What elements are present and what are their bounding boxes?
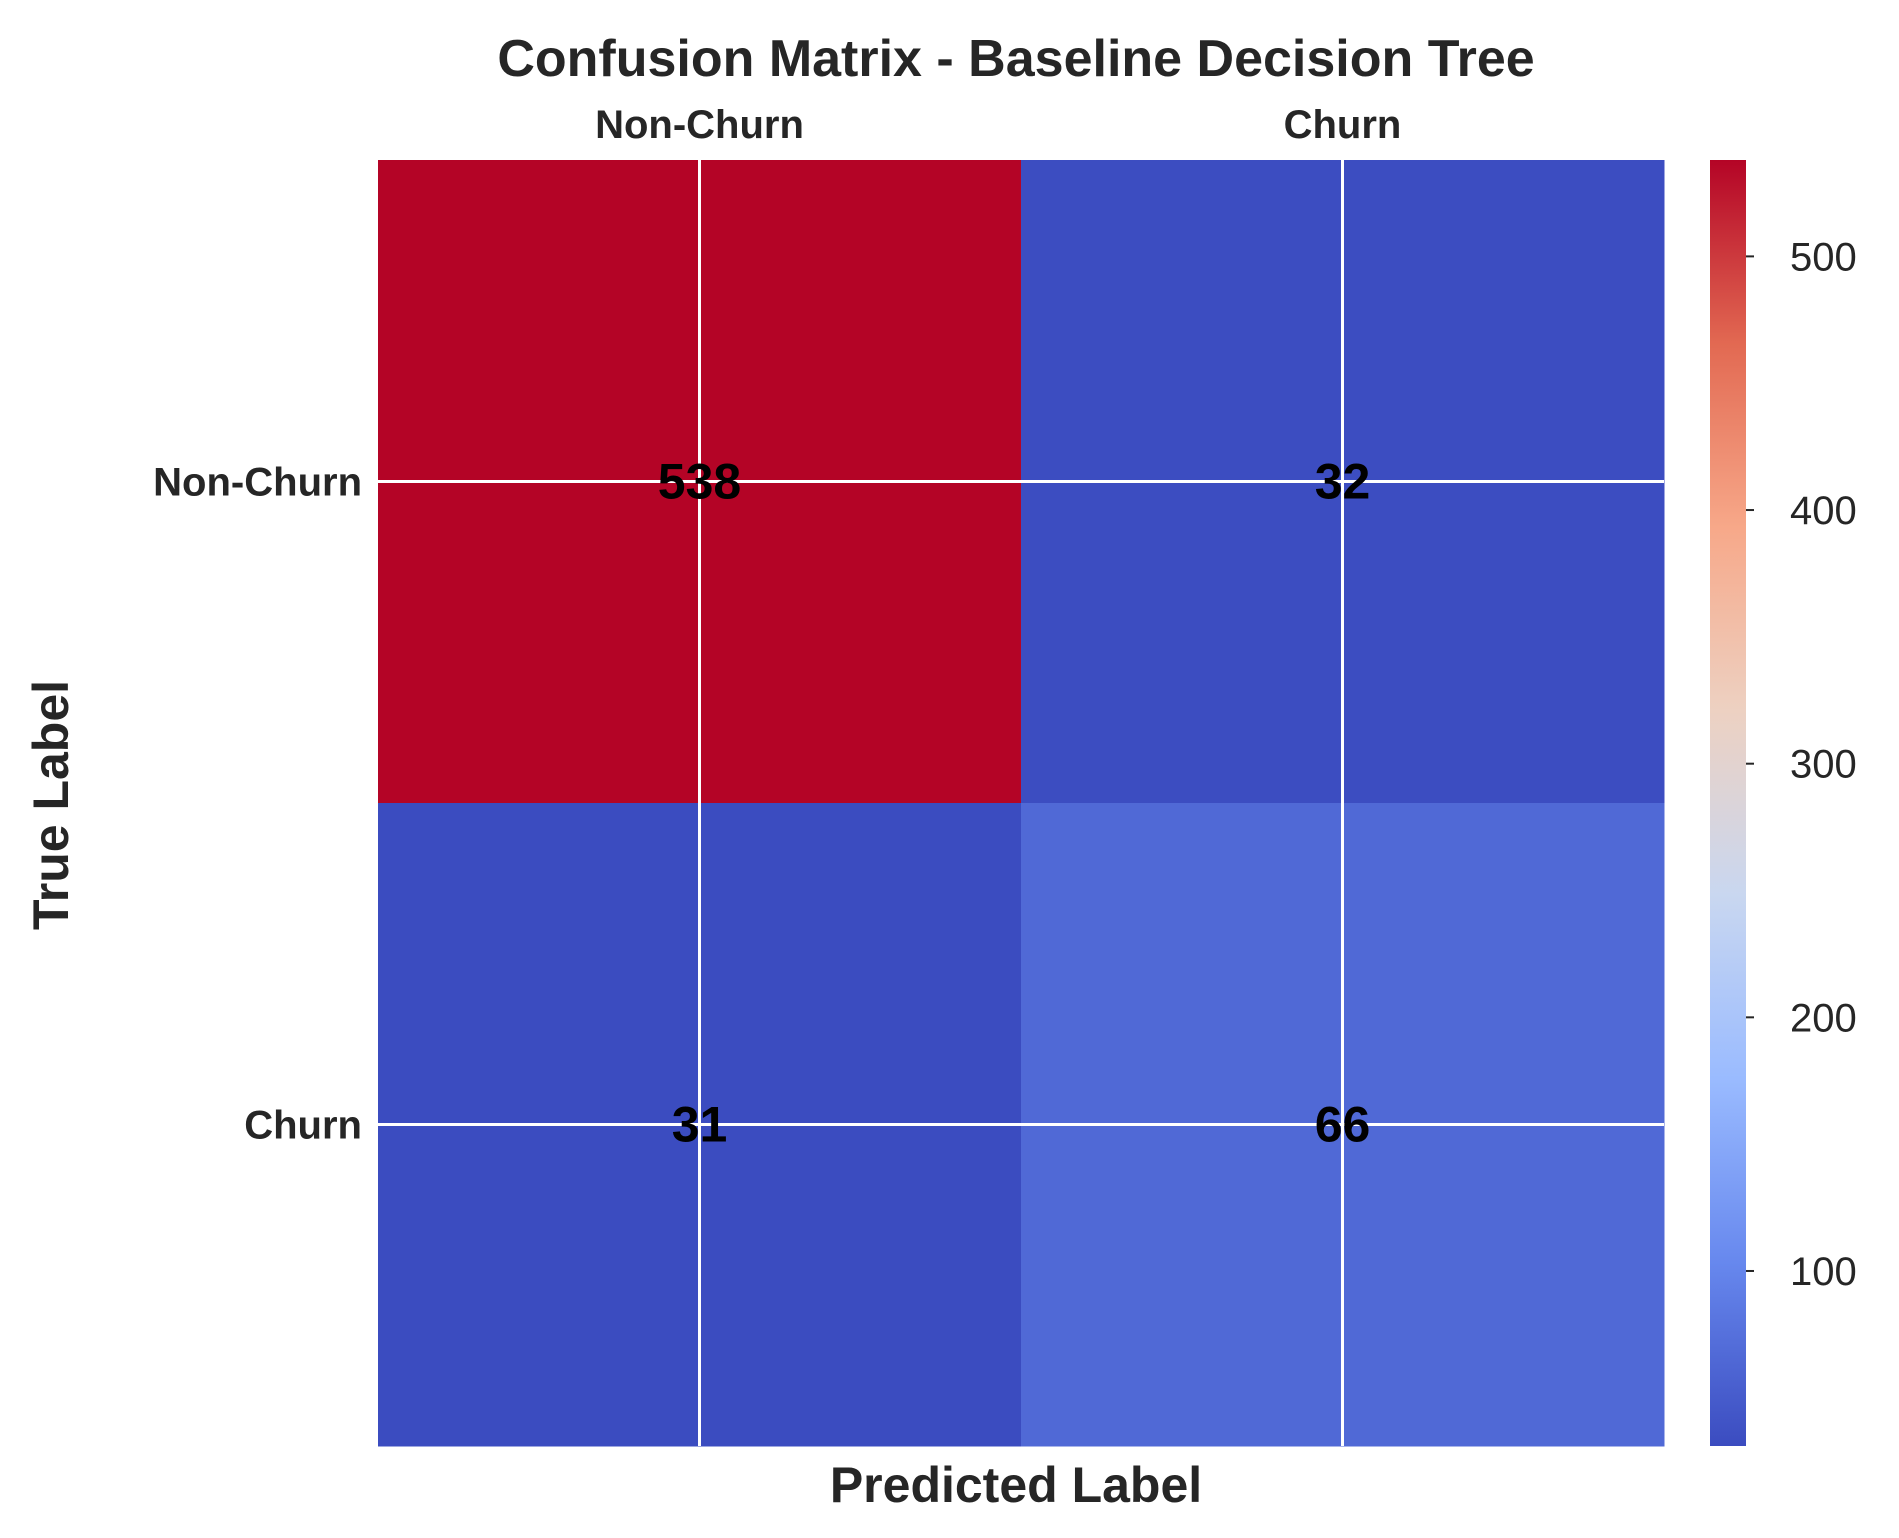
- cell-value-label: 66: [1315, 1097, 1371, 1153]
- y-axis-label: True Label: [23, 680, 79, 930]
- colorbar-tick-label: 500: [1790, 235, 1857, 279]
- x-axis-label: Predicted Label: [830, 1457, 1202, 1513]
- heatmap-grid: [366, 160, 1664, 1446]
- colorbar-ticks: 100 200 300 400 500: [1746, 235, 1857, 1294]
- x-tick-label: Non-Churn: [595, 103, 804, 147]
- chart-title: Confusion Matrix - Baseline Decision Tre…: [497, 30, 1534, 88]
- y-tick-label: Churn: [244, 1104, 362, 1148]
- colorbar-tick-label: 200: [1790, 996, 1857, 1040]
- heatmap-cells: [378, 160, 1665, 1447]
- y-tick-label: Non-Churn: [153, 461, 362, 505]
- colorbar-tick-label: 100: [1790, 1250, 1857, 1294]
- colorbar-tick-label: 300: [1790, 743, 1857, 787]
- x-tick-label: Churn: [1284, 103, 1402, 147]
- cell-value-label: 538: [658, 454, 741, 510]
- colorbar-tick-label: 400: [1790, 489, 1857, 533]
- colorbar: [1710, 160, 1746, 1446]
- cell-value-label: 31: [672, 1097, 728, 1153]
- y-tick-labels: Non-Churn Churn: [153, 461, 362, 1148]
- cell-value-label: 32: [1315, 454, 1371, 510]
- x-tick-labels: Non-Churn Churn: [595, 103, 1401, 147]
- cell-value-labels: 538 32 31 66: [658, 454, 1371, 1153]
